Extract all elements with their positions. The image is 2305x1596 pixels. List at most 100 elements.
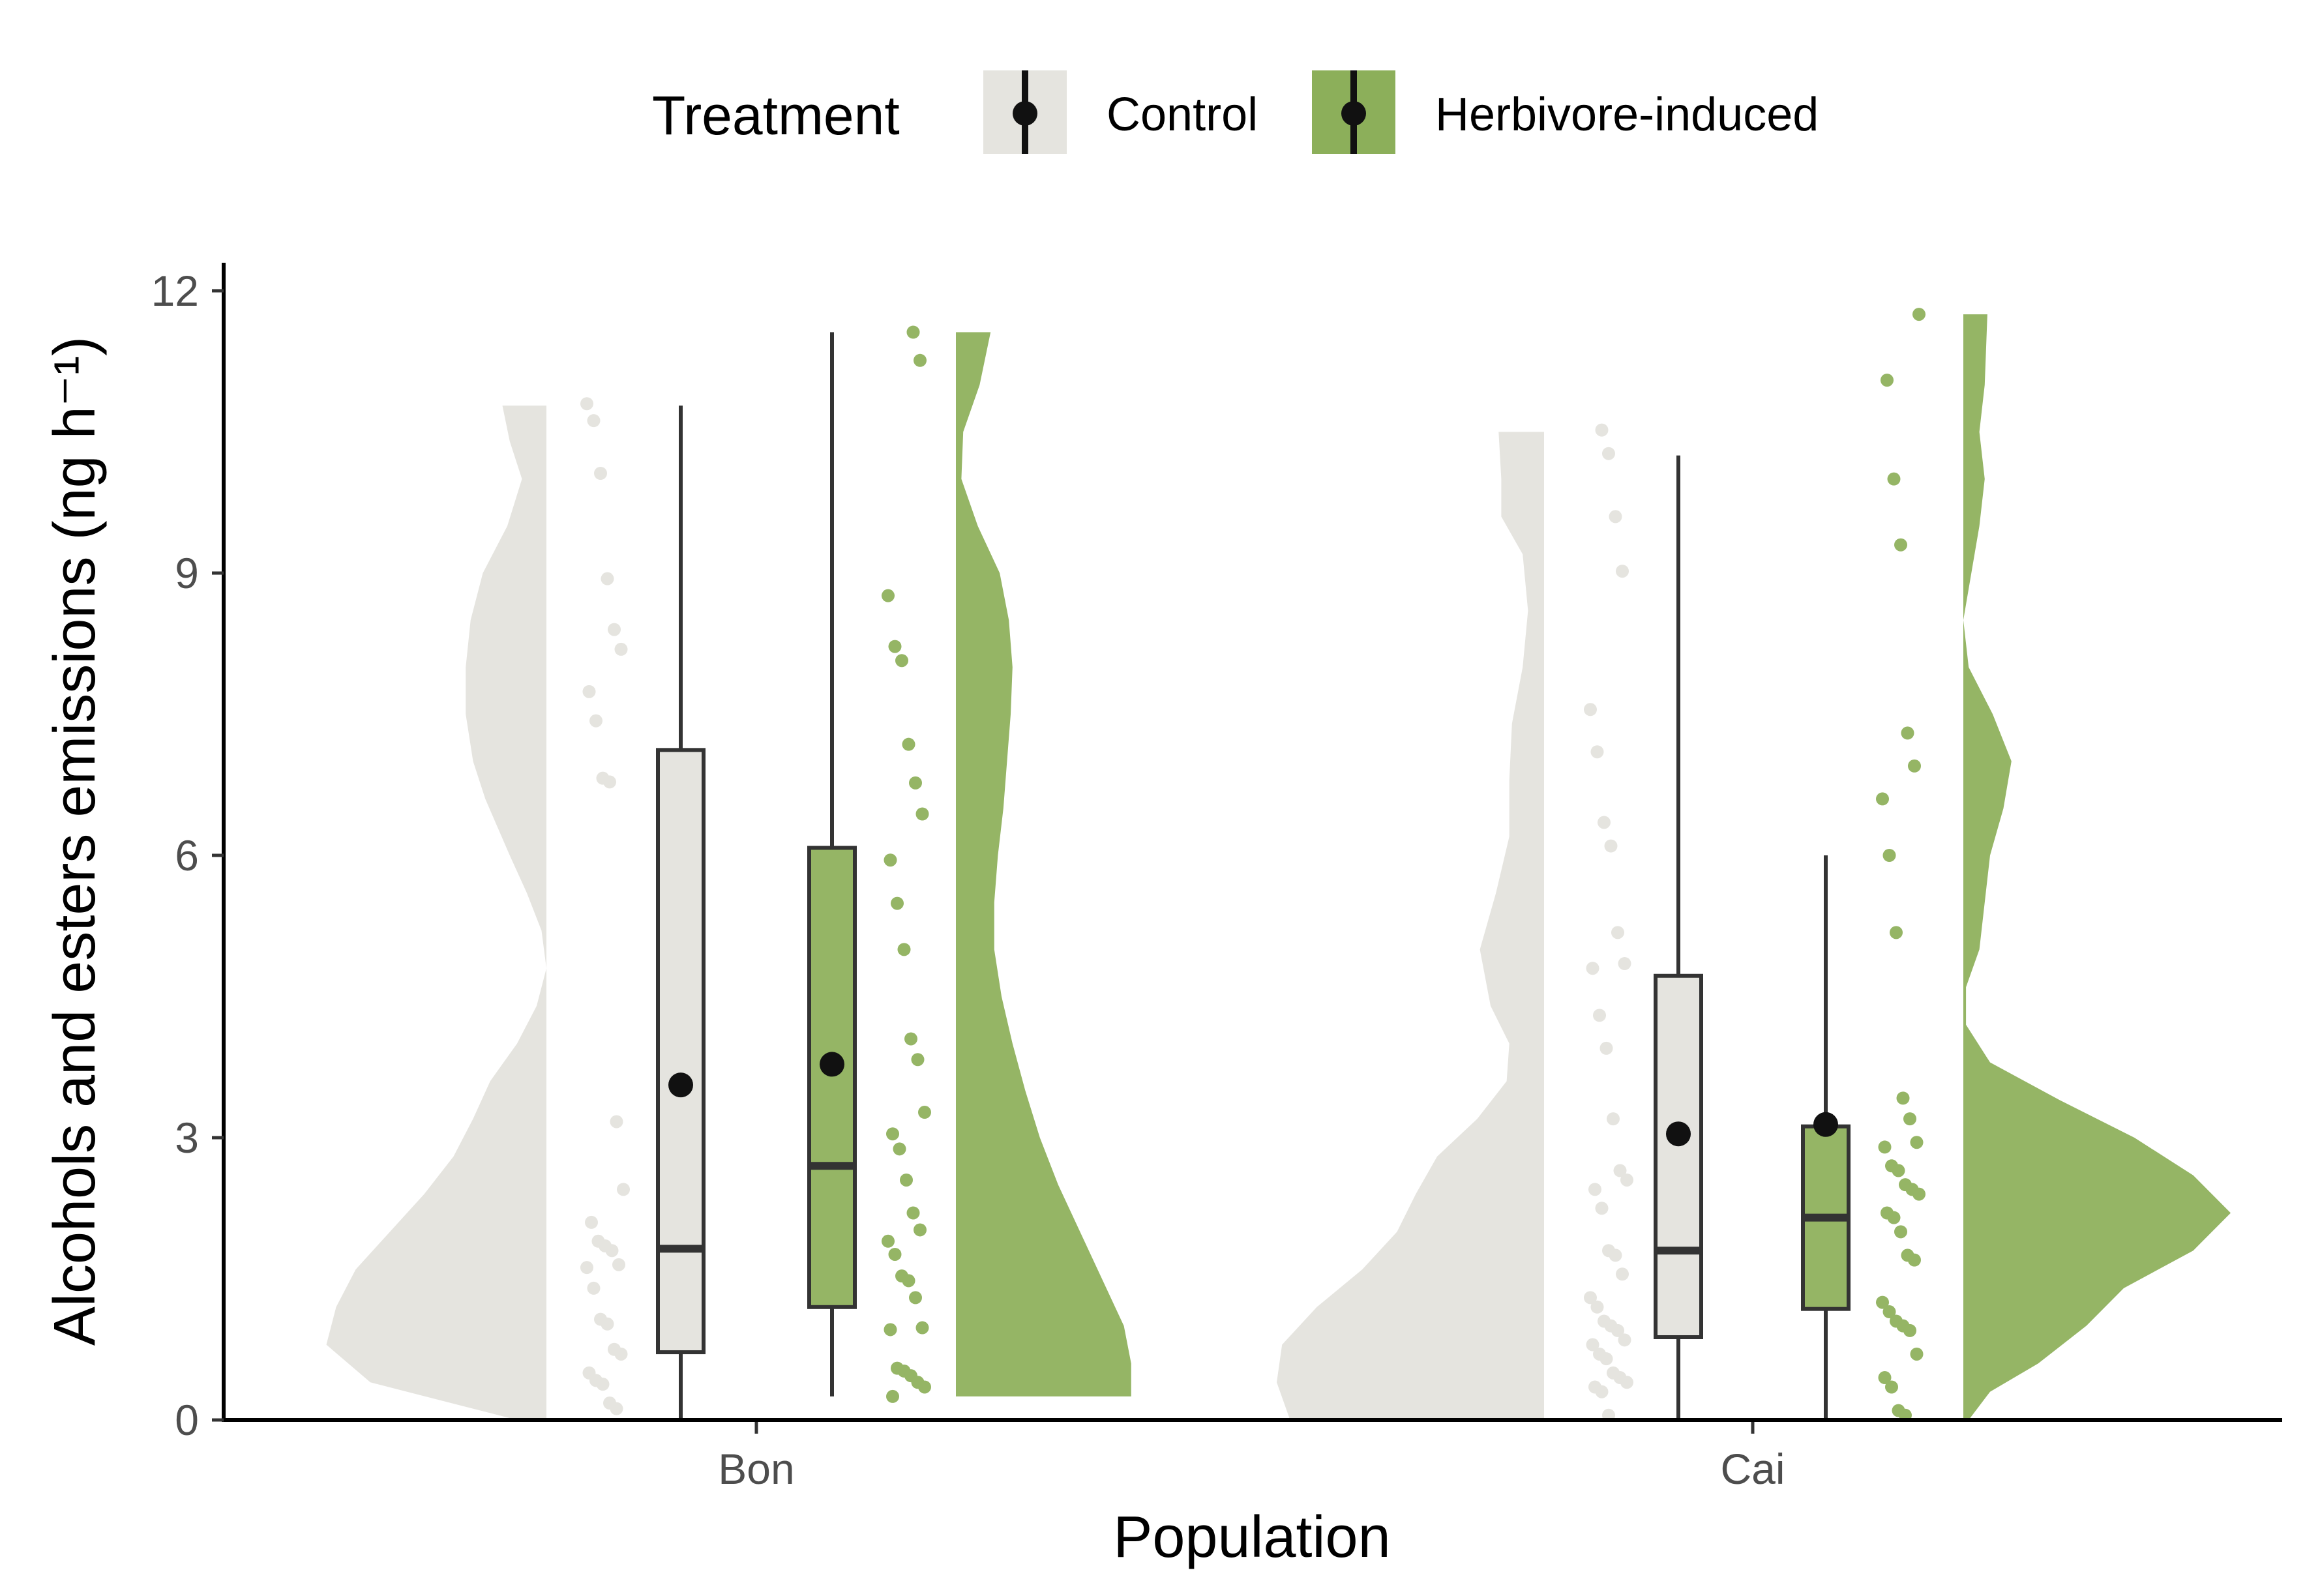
point-cai-control	[1616, 1267, 1629, 1281]
point-bon-herbivore	[888, 1247, 902, 1261]
point-cai-herbivore	[1887, 1211, 1901, 1224]
legend-title: Treatment	[652, 85, 900, 146]
point-cai-herbivore	[1882, 849, 1896, 862]
mean-point-bon-control	[668, 1072, 693, 1098]
point-bon-control	[603, 775, 616, 789]
point-cai-herbivore	[1901, 726, 1914, 740]
point-cai-control	[1586, 1338, 1599, 1352]
point-cai-control	[1599, 1352, 1613, 1366]
y-axis-title: Alcohols and esters emissions (ng h⁻¹)	[42, 336, 108, 1346]
legend-key-control	[983, 70, 1067, 154]
point-bon-herbivore	[909, 1291, 922, 1305]
point-cai-herbivore	[1881, 374, 1894, 387]
point-bon-control	[580, 397, 593, 411]
point-bon-herbivore	[882, 589, 895, 602]
point-cai-herbivore	[1885, 1380, 1898, 1394]
point-cai-control	[1584, 1291, 1597, 1305]
group-cai-control	[1277, 423, 1703, 1422]
cloud-cai-control	[1277, 432, 1544, 1420]
point-bon-control	[610, 1402, 623, 1415]
point-cai-control	[1616, 565, 1629, 578]
point-cai-control	[1590, 745, 1604, 759]
plot-area	[326, 308, 2231, 1422]
legend-key-herbivore-induced	[1312, 70, 1395, 154]
point-bon-herbivore	[897, 943, 911, 956]
point-cai-control	[1618, 956, 1631, 970]
y-tick-label: 9	[175, 549, 199, 597]
point-bon-control	[605, 1244, 619, 1258]
legend-label-control: Control	[1107, 89, 1258, 141]
point-cai-control	[1611, 1323, 1624, 1337]
point-cai-herbivore	[1878, 1371, 1892, 1385]
point-cai-herbivore	[1910, 1347, 1924, 1361]
point-bon-herbivore	[884, 1323, 897, 1337]
legend-label-herbivore-induced: Herbivore-induced	[1435, 89, 1819, 141]
point-bon-control	[589, 714, 602, 728]
x-axis-title: Population	[1113, 1505, 1390, 1570]
point-cai-herbivore	[1908, 1253, 1921, 1267]
point-cai-control	[1595, 1202, 1609, 1215]
point-bon-control	[580, 1261, 593, 1275]
point-bon-herbivore	[915, 1321, 929, 1335]
point-bon-control	[587, 414, 601, 428]
mean-point-bon-herbivore	[820, 1052, 844, 1077]
point-cai-control	[1593, 1009, 1606, 1022]
point-cai-herbivore	[1894, 538, 1907, 552]
cloud-bon-herbivore	[956, 332, 1131, 1396]
point-bon-herbivore	[882, 1234, 895, 1248]
y-tick-label: 3	[175, 1114, 199, 1162]
y-axis-ticks: 0 3 6 9 12	[151, 267, 224, 1444]
point-bon-control	[601, 1317, 614, 1331]
point-cai-control	[1604, 839, 1618, 853]
point-bon-herbivore	[893, 1142, 906, 1156]
point-cai-control	[1598, 816, 1611, 829]
box-cai-control	[1654, 973, 1703, 1339]
y-tick-label: 0	[175, 1396, 199, 1444]
point-cai-herbivore	[1878, 1140, 1892, 1154]
point-bon-herbivore	[909, 776, 922, 790]
point-cai-herbivore	[1890, 926, 1903, 939]
point-cai-control	[1611, 926, 1624, 939]
point-bon-herbivore	[915, 807, 929, 821]
point-bon-control	[596, 1378, 610, 1391]
group-bon-herbivore	[807, 325, 1131, 1403]
point-bon-control	[614, 1347, 628, 1361]
point-cai-herbivore	[1908, 759, 1921, 773]
point-cai-control	[1620, 1376, 1633, 1389]
point-bon-herbivore	[918, 1106, 931, 1119]
point-bon-herbivore	[914, 353, 927, 367]
point-cai-control	[1595, 1385, 1609, 1398]
point-bon-herbivore	[895, 654, 908, 668]
box-bon-herbivore	[807, 846, 857, 1309]
point-bon-herbivore	[886, 1127, 899, 1141]
y-tick-label: 6	[175, 831, 199, 879]
y-tick-label: 12	[151, 267, 199, 315]
point-bon-control	[587, 1281, 601, 1295]
point-bon-herbivore	[914, 1223, 927, 1237]
point-cai-herbivore	[1892, 1164, 1905, 1177]
point-bon-control	[585, 1215, 598, 1229]
point-cai-control	[1618, 1333, 1631, 1347]
point-cai-control	[1584, 703, 1597, 717]
point-cai-herbivore	[1876, 792, 1889, 806]
group-bon-control	[326, 397, 706, 1420]
point-bon-control	[610, 1115, 623, 1129]
mean-point-cai-herbivore	[1813, 1112, 1838, 1137]
point-cai-control	[1590, 1300, 1604, 1314]
point-cai-control	[1609, 510, 1622, 524]
mean-point-cai-control	[1666, 1121, 1691, 1147]
point-cai-control	[1588, 1183, 1601, 1196]
point-bon-herbivore	[886, 1389, 899, 1403]
point-bon-herbivore	[918, 1380, 931, 1394]
point-bon-control	[617, 1183, 630, 1196]
point-bon-herbivore	[911, 1053, 925, 1067]
point-cai-herbivore	[1912, 1187, 1926, 1201]
point-bon-herbivore	[884, 853, 897, 867]
point-bon-control	[612, 1258, 625, 1271]
point-bon-control	[608, 623, 621, 636]
point-bon-herbivore	[891, 896, 904, 910]
point-cai-control	[1586, 962, 1599, 975]
point-bon-herbivore	[904, 1032, 917, 1046]
point-bon-herbivore	[888, 640, 902, 653]
